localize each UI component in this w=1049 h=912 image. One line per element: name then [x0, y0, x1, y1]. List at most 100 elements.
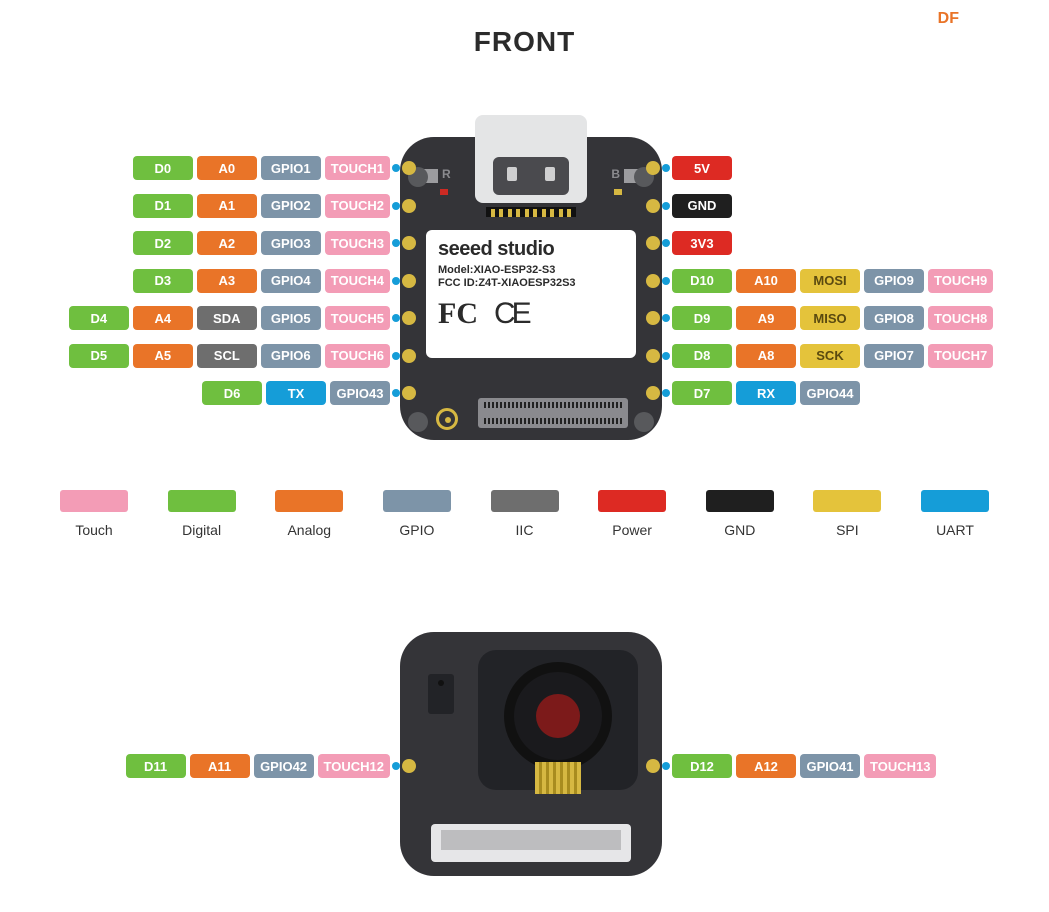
pin-hole — [646, 199, 660, 213]
pin-hole — [402, 274, 416, 288]
pin-label: TOUCH8 — [928, 306, 993, 330]
lead-dot — [662, 202, 670, 210]
pin-label: TOUCH4 — [325, 269, 390, 293]
lead-dot — [392, 762, 400, 770]
pin-label: MISO — [800, 306, 860, 330]
legend-label: GPIO — [399, 522, 434, 538]
brand-text: seeed studio — [438, 238, 624, 261]
pin-label: D1 — [133, 194, 193, 218]
lead-dot — [392, 352, 400, 360]
legend-swatch — [706, 490, 774, 512]
lead-dot — [662, 389, 670, 397]
pin-hole — [402, 759, 416, 773]
pin-hole — [402, 199, 416, 213]
pin-label: TOUCH3 — [325, 231, 390, 255]
pin-label: A10 — [736, 269, 796, 293]
legend-item: GND — [706, 490, 774, 538]
pin-label: A5 — [133, 344, 193, 368]
pin-hole — [646, 386, 660, 400]
pin-hole — [646, 161, 660, 175]
cam-lens-ring — [504, 662, 612, 770]
camera-board — [400, 632, 662, 876]
legend-swatch — [168, 490, 236, 512]
pin-label: A1 — [197, 194, 257, 218]
pin-label: D7 — [672, 381, 732, 405]
legend-item: Analog — [275, 490, 343, 538]
pin-label: TOUCH9 — [928, 269, 993, 293]
lead-dot — [662, 352, 670, 360]
pin-row: TOUCH5GPIO5SDAA4D4 — [69, 306, 390, 330]
cam-chip-icon — [428, 674, 454, 714]
lead-dot — [662, 314, 670, 322]
board-front: R B seeed studio Model:XIAO-ESP32-S3 FCC… — [400, 115, 662, 440]
pin-label: GPIO4 — [261, 269, 321, 293]
pin-label: D4 — [69, 306, 129, 330]
pin-label: A12 — [736, 754, 796, 778]
pin-hole — [646, 311, 660, 325]
legend-item: Power — [598, 490, 666, 538]
pin-label: D10 — [672, 269, 732, 293]
pin-hole — [402, 386, 416, 400]
pin-label: A0 — [197, 156, 257, 180]
pin-label: A2 — [197, 231, 257, 255]
legend-item: Digital — [168, 490, 236, 538]
pin-row: 3V3 — [672, 231, 732, 255]
pin-label: GPIO3 — [261, 231, 321, 255]
lead-dot — [392, 202, 400, 210]
pin-label: TOUCH13 — [864, 754, 936, 778]
legend-swatch — [598, 490, 666, 512]
bottom-connector — [478, 398, 628, 428]
pin-label: GPIO5 — [261, 306, 321, 330]
pin-label: 3V3 — [672, 231, 732, 255]
pin-label: TOUCH6 — [325, 344, 390, 368]
pin-hole — [646, 759, 660, 773]
led-yellow — [614, 189, 622, 195]
legend-swatch — [491, 490, 559, 512]
pin-label: TOUCH2 — [325, 194, 390, 218]
model-text: Model:XIAO-ESP32-S3 — [438, 264, 624, 276]
legend-label: GND — [724, 522, 755, 538]
pin-row: TOUCH1GPIO1A0D0 — [133, 156, 390, 180]
page-title: FRONT — [474, 26, 575, 58]
lead-dot — [392, 164, 400, 172]
legend-label: IIC — [516, 522, 534, 538]
pin-label: A11 — [190, 754, 250, 778]
corner-watermark: DF — [938, 10, 959, 28]
pin-label: GND — [672, 194, 732, 218]
pin-hole — [646, 349, 660, 363]
pin-label: SCK — [800, 344, 860, 368]
pin-label: GPIO7 — [864, 344, 924, 368]
pin-label: D0 — [133, 156, 193, 180]
ufl-antenna-icon — [436, 408, 458, 430]
pin-label: GPIO9 — [864, 269, 924, 293]
pin-label: A4 — [133, 306, 193, 330]
pin-row: TOUCH2GPIO2A1D1 — [133, 194, 390, 218]
legend-item: Touch — [60, 490, 128, 538]
legend-label: Touch — [75, 522, 112, 538]
pin-label: SDA — [197, 306, 257, 330]
pin-label: 5V — [672, 156, 732, 180]
pin-label: TOUCH7 — [928, 344, 993, 368]
lead-dot — [662, 164, 670, 172]
lead-dot — [662, 762, 670, 770]
legend-swatch — [275, 490, 343, 512]
pin-label: D9 — [672, 306, 732, 330]
legend-swatch — [383, 490, 451, 512]
ce-logo-icon: CE — [494, 297, 528, 331]
pin-label: D5 — [69, 344, 129, 368]
pin-label: TOUCH12 — [318, 754, 390, 778]
pin-label: D3 — [133, 269, 193, 293]
pin-label: GPIO6 — [261, 344, 321, 368]
pin-hole — [402, 311, 416, 325]
pin-label: GPIO2 — [261, 194, 321, 218]
legend-item: IIC — [491, 490, 559, 538]
legend: TouchDigitalAnalogGPIOIICPowerGNDSPIUART — [60, 490, 989, 538]
pin-label: GPIO1 — [261, 156, 321, 180]
pin-row: D12A12GPIO41TOUCH13 — [672, 754, 936, 778]
led-red — [440, 189, 448, 195]
pin-label: D8 — [672, 344, 732, 368]
pin-label: GPIO43 — [330, 381, 390, 405]
pin-row: D7RXGPIO44 — [672, 381, 860, 405]
fc-logo-icon: FC — [438, 297, 478, 331]
pin-label: GPIO42 — [254, 754, 314, 778]
